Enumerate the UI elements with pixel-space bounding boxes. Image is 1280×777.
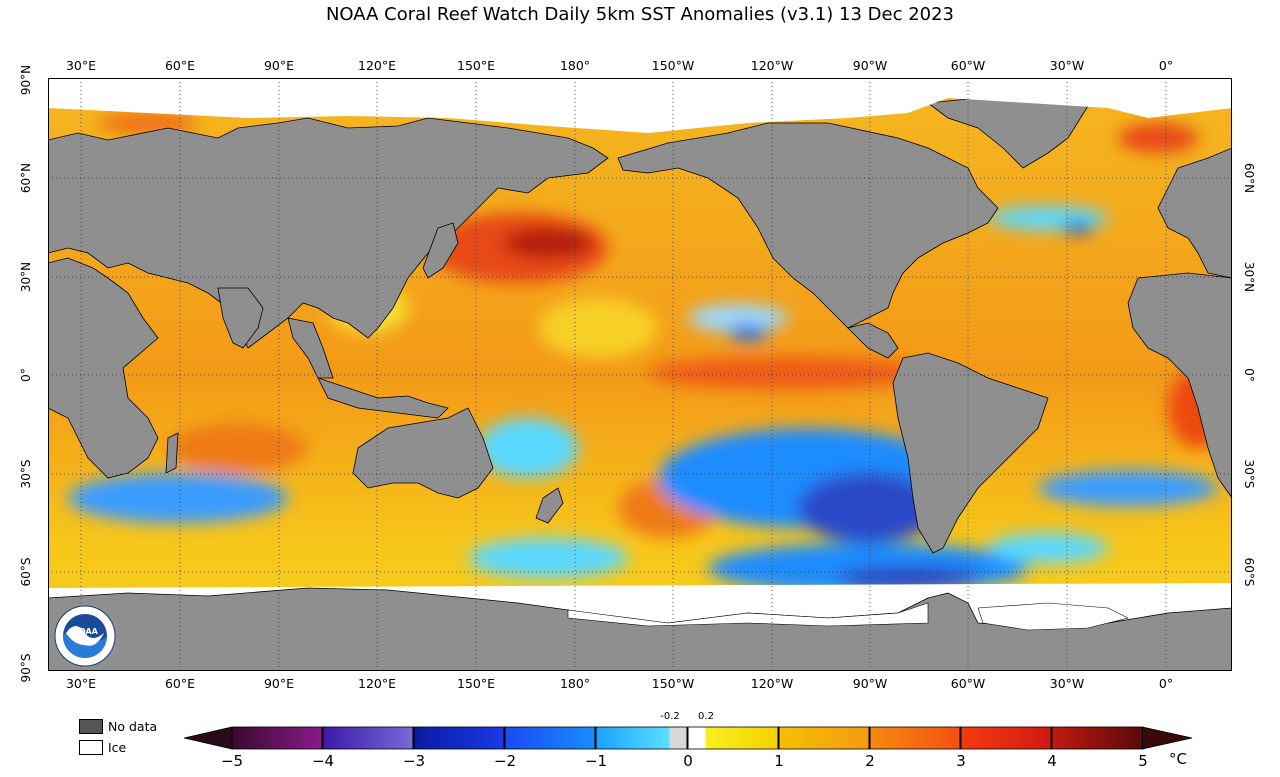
lon-label: 180° — [559, 676, 591, 691]
lon-label: 150°W — [651, 676, 695, 691]
lon-label: 90°W — [852, 58, 888, 73]
lon-label: 60°W — [950, 58, 986, 73]
colorbar-tick: −2 — [493, 752, 517, 770]
land-central-america — [847, 322, 899, 359]
lon-label: 150°E — [456, 676, 496, 691]
lat-label: 90°S — [19, 653, 33, 683]
land-japan — [422, 222, 459, 279]
colorbar-tick: −5 — [220, 752, 244, 770]
lon-label: 30°W — [1049, 676, 1085, 691]
land-indonesia — [317, 377, 449, 419]
no-data-swatch — [79, 719, 103, 734]
anomaly-patches — [68, 113, 1228, 593]
no-data-label: No data — [108, 719, 158, 734]
land-masses — [48, 97, 1232, 671]
lat-label: 30°N — [1242, 261, 1256, 293]
lon-label: 90°E — [263, 58, 295, 73]
colorbar-small-label: 0.2 — [698, 711, 714, 722]
lon-label: 60°W — [950, 676, 986, 691]
noaa-logo: NOAA — [54, 605, 116, 667]
graticule — [48, 78, 1232, 671]
colorbar-tick: 3 — [956, 752, 966, 770]
arctic-ice — [48, 78, 1232, 133]
colorbar-unit: °C — [1169, 750, 1187, 768]
land-eurasia — [48, 117, 609, 349]
land-india — [217, 287, 264, 349]
lon-label: 120°E — [357, 58, 397, 73]
land-se-asia — [287, 317, 334, 379]
lat-label: 30°S — [1242, 459, 1256, 489]
lat-label: 30°N — [19, 261, 33, 293]
land-africa — [48, 257, 159, 479]
map-border — [48, 78, 1232, 671]
lat-label: 90°N — [19, 64, 33, 96]
land-europe — [1157, 147, 1232, 279]
lat-label: 60°S — [1242, 557, 1256, 587]
lat-label: 60°N — [19, 162, 33, 194]
colorbar-tick: −3 — [402, 752, 426, 770]
colorbar-tick: −1 — [584, 752, 608, 770]
svg-text:NOAA: NOAA — [72, 627, 98, 636]
lon-label: 120°W — [750, 676, 794, 691]
lon-label: 120°W — [750, 58, 794, 73]
ice-label: Ice — [108, 740, 127, 755]
lon-label: 120°E — [357, 676, 397, 691]
chart-title: NOAA Coral Reef Watch Daily 5km SST Anom… — [325, 4, 955, 25]
colorbar-tick: 5 — [1138, 752, 1148, 770]
land-madagascar — [165, 432, 179, 474]
lon-label: 180° — [559, 58, 591, 73]
colorbar — [184, 726, 1193, 750]
colorbar-small-label: -0.2 — [660, 711, 680, 722]
land-north-america — [617, 122, 999, 329]
colorbar-tick: −4 — [311, 752, 335, 770]
lon-label: 30°W — [1049, 58, 1085, 73]
colorbar-tick: 4 — [1047, 752, 1057, 770]
land-australia — [352, 407, 494, 499]
land-west-africa — [1127, 272, 1232, 499]
sst-anomaly-map — [48, 78, 1232, 671]
colorbar-tick: 0 — [683, 752, 693, 770]
lat-label: 60°S — [19, 557, 33, 587]
lon-label: 30°E — [65, 58, 97, 73]
lon-label: 0° — [1158, 676, 1174, 691]
land-south-america — [892, 352, 1049, 554]
antarctic-ice-shelves — [567, 602, 1129, 631]
lon-label: 30°E — [65, 676, 97, 691]
lon-label: 150°W — [651, 58, 695, 73]
colorbar-tick: 1 — [774, 752, 784, 770]
lon-label: 60°E — [164, 676, 196, 691]
lat-label: 60°N — [1242, 162, 1256, 194]
lat-label: 0° — [1242, 368, 1256, 382]
lon-label: 90°W — [852, 676, 888, 691]
ice-swatch — [79, 740, 103, 755]
lon-label: 60°E — [164, 58, 196, 73]
land-new-zealand — [535, 487, 564, 524]
colorbar-tick: 2 — [865, 752, 875, 770]
lon-label: 90°E — [263, 676, 295, 691]
lon-label: 150°E — [456, 58, 496, 73]
lat-label: 30°S — [19, 459, 33, 489]
lon-label: 0° — [1158, 58, 1174, 73]
lat-label: 0° — [19, 368, 33, 382]
